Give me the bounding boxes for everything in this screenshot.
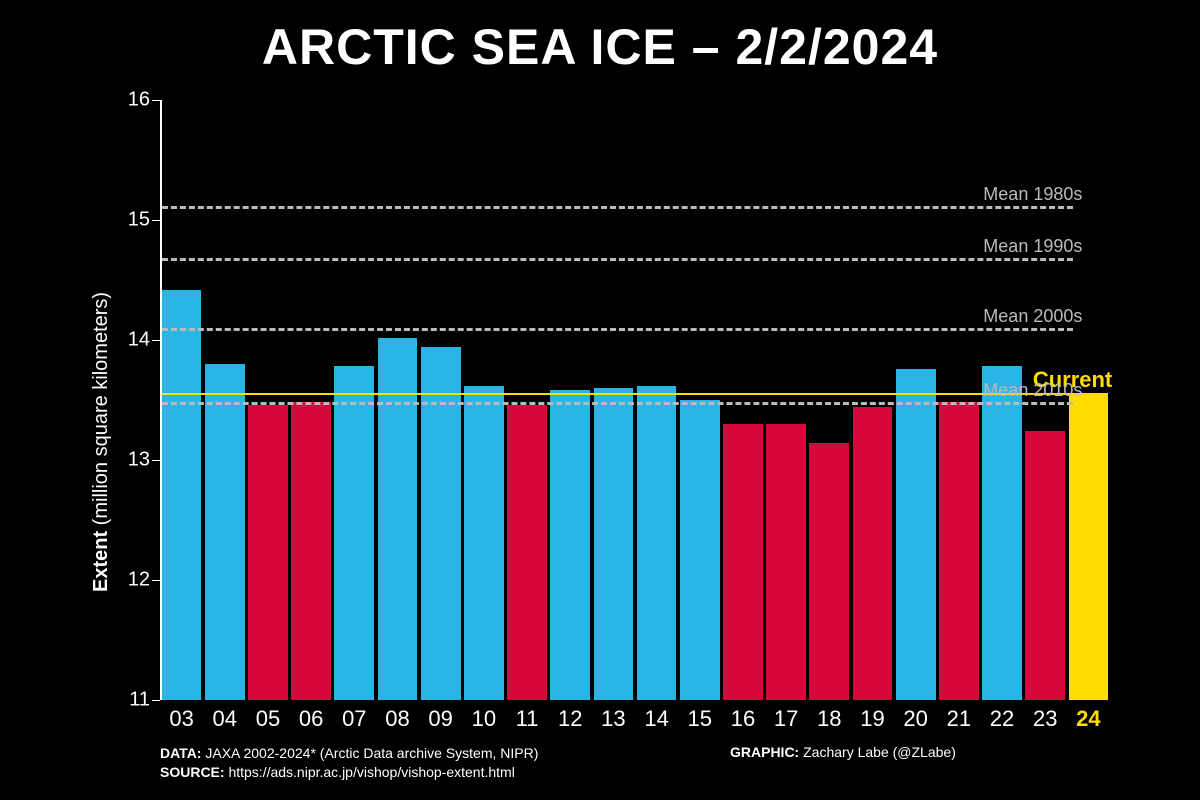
- bar: [896, 369, 936, 700]
- bar: [1069, 395, 1109, 700]
- current-reference-line: [162, 393, 1109, 395]
- x-tick-label: 03: [169, 706, 193, 732]
- y-tick-mark: [152, 700, 160, 701]
- reference-line-label: Mean 1980s: [983, 184, 1082, 205]
- reference-line-label: Mean 1990s: [983, 236, 1082, 257]
- bar: [464, 386, 504, 700]
- bar: [162, 290, 202, 700]
- bar: [809, 443, 849, 700]
- bar: [853, 407, 893, 700]
- x-tick-label: 05: [256, 706, 280, 732]
- y-tick-label: 13: [110, 449, 150, 472]
- footer-line: DATA: JAXA 2002-2024* (Arctic Data archi…: [160, 744, 538, 763]
- x-tick-label: 08: [385, 706, 409, 732]
- mean-reference-line: [162, 258, 1073, 261]
- chart-title: ARCTIC SEA ICE – 2/2/2024: [0, 18, 1200, 76]
- x-tick-label: 13: [601, 706, 625, 732]
- bar: [939, 402, 979, 700]
- bar: [594, 388, 634, 700]
- y-tick-label: 12: [110, 569, 150, 592]
- footer-left: DATA: JAXA 2002-2024* (Arctic Data archi…: [160, 744, 538, 782]
- x-tick-label: 15: [688, 706, 712, 732]
- bar: [291, 402, 331, 700]
- bar: [550, 390, 590, 700]
- mean-reference-line: [162, 328, 1073, 331]
- y-tick-mark: [152, 340, 160, 341]
- x-tick-label: 19: [860, 706, 884, 732]
- x-tick-label: 20: [903, 706, 927, 732]
- y-tick-mark: [152, 100, 160, 101]
- x-tick-label-current: 24: [1076, 706, 1100, 732]
- footer-right: GRAPHIC: Zachary Labe (@ZLabe): [730, 744, 956, 760]
- mean-reference-line: [162, 206, 1073, 209]
- bar: [637, 386, 677, 700]
- bar: [334, 366, 374, 700]
- y-axis-title: Extent (million square kilometers): [90, 292, 113, 592]
- reference-line-label: Mean 2000s: [983, 306, 1082, 327]
- footer-line: SOURCE: https://ads.nipr.ac.jp/vishop/vi…: [160, 763, 538, 782]
- x-tick-label: 11: [516, 706, 539, 732]
- x-tick-label: 06: [299, 706, 323, 732]
- y-tick-mark: [152, 220, 160, 221]
- x-tick-label: 14: [644, 706, 668, 732]
- x-tick-label: 10: [472, 706, 496, 732]
- x-tick-label: 17: [774, 706, 798, 732]
- y-tick-label: 16: [110, 89, 150, 112]
- x-tick-label: 21: [947, 706, 971, 732]
- bar: [421, 347, 461, 700]
- bar: [248, 405, 288, 700]
- bar: [1025, 431, 1065, 700]
- x-tick-label: 04: [213, 706, 237, 732]
- bar: [766, 424, 806, 700]
- x-tick-label: 12: [558, 706, 582, 732]
- bar: [205, 364, 245, 700]
- bar: [723, 424, 763, 700]
- x-tick-label: 22: [990, 706, 1014, 732]
- page-root: ARCTIC SEA ICE – 2/2/2024 111213141516Ex…: [0, 0, 1200, 800]
- chart-plot-area: 111213141516Extent (million square kilom…: [160, 100, 1110, 700]
- bar: [507, 405, 547, 700]
- x-tick-label: 07: [342, 706, 366, 732]
- reference-line-label: Mean 2010s: [983, 380, 1082, 401]
- bar: [982, 366, 1022, 700]
- x-tick-label: 09: [428, 706, 452, 732]
- bar: [680, 400, 720, 700]
- y-tick-mark: [152, 460, 160, 461]
- y-tick-mark: [152, 580, 160, 581]
- y-tick-label: 15: [110, 209, 150, 232]
- y-tick-label: 11: [110, 689, 150, 712]
- x-tick-label: 16: [731, 706, 755, 732]
- mean-reference-line: [162, 402, 1073, 405]
- y-tick-label: 14: [110, 329, 150, 352]
- x-tick-label: 23: [1033, 706, 1057, 732]
- x-tick-label: 18: [817, 706, 841, 732]
